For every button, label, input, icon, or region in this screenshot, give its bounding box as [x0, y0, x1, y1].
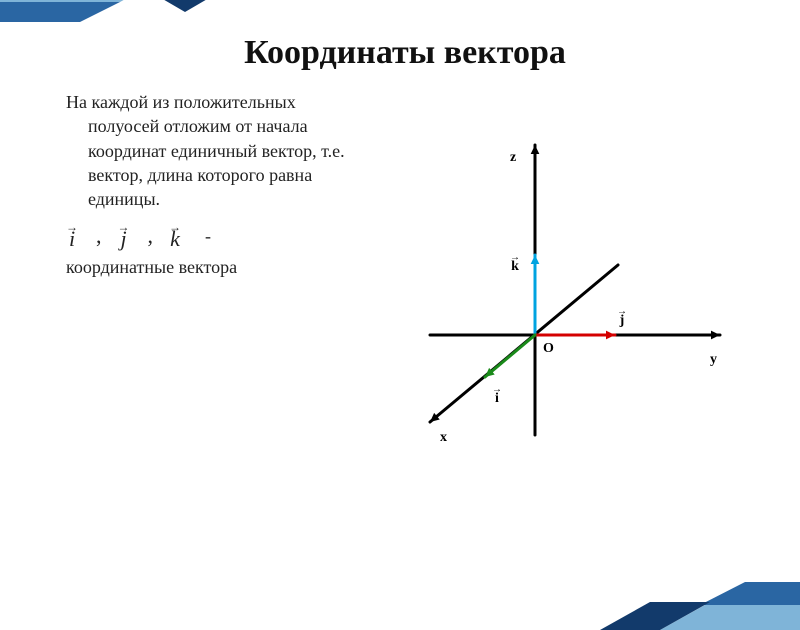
unit-vector-label-k: →k [510, 254, 520, 272]
coordinate-diagram: z y x O →k →j →i [370, 90, 740, 470]
unit-vector-label-i: →i [492, 386, 502, 404]
vector-i-char: i [69, 230, 75, 249]
vector-k-char: k [170, 230, 180, 249]
vector-k: → k [169, 224, 181, 249]
separator: , [96, 221, 102, 251]
axis-label-y: y [710, 352, 717, 368]
intro-paragraph: На каждой из положительных полуосей отло… [66, 90, 360, 211]
vectors-desc: координатные вектора [66, 255, 360, 279]
vector-j-char: j [120, 230, 126, 249]
separator: , [148, 221, 154, 251]
page-title: Координаты вектора [60, 34, 750, 72]
axis-label-z: z [510, 150, 516, 166]
vector-i: → i [66, 224, 78, 249]
slide: Координаты вектора На каждой из положите… [60, 30, 750, 560]
content-row: На каждой из положительных полуосей отло… [60, 90, 750, 470]
text-column: На каждой из положительных полуосей отло… [60, 90, 360, 470]
unit-vector-label-j: →j [617, 308, 627, 326]
vector-symbols: → i , → j , → k - [66, 221, 360, 251]
vectors-suffix: - [205, 224, 211, 248]
vector-j: → j [118, 224, 130, 249]
axis-label-x: x [440, 430, 447, 446]
intro-text: На каждой из положительных полуосей отло… [66, 90, 360, 211]
axis-label-O: O [543, 341, 554, 357]
axes-svg [370, 90, 740, 470]
